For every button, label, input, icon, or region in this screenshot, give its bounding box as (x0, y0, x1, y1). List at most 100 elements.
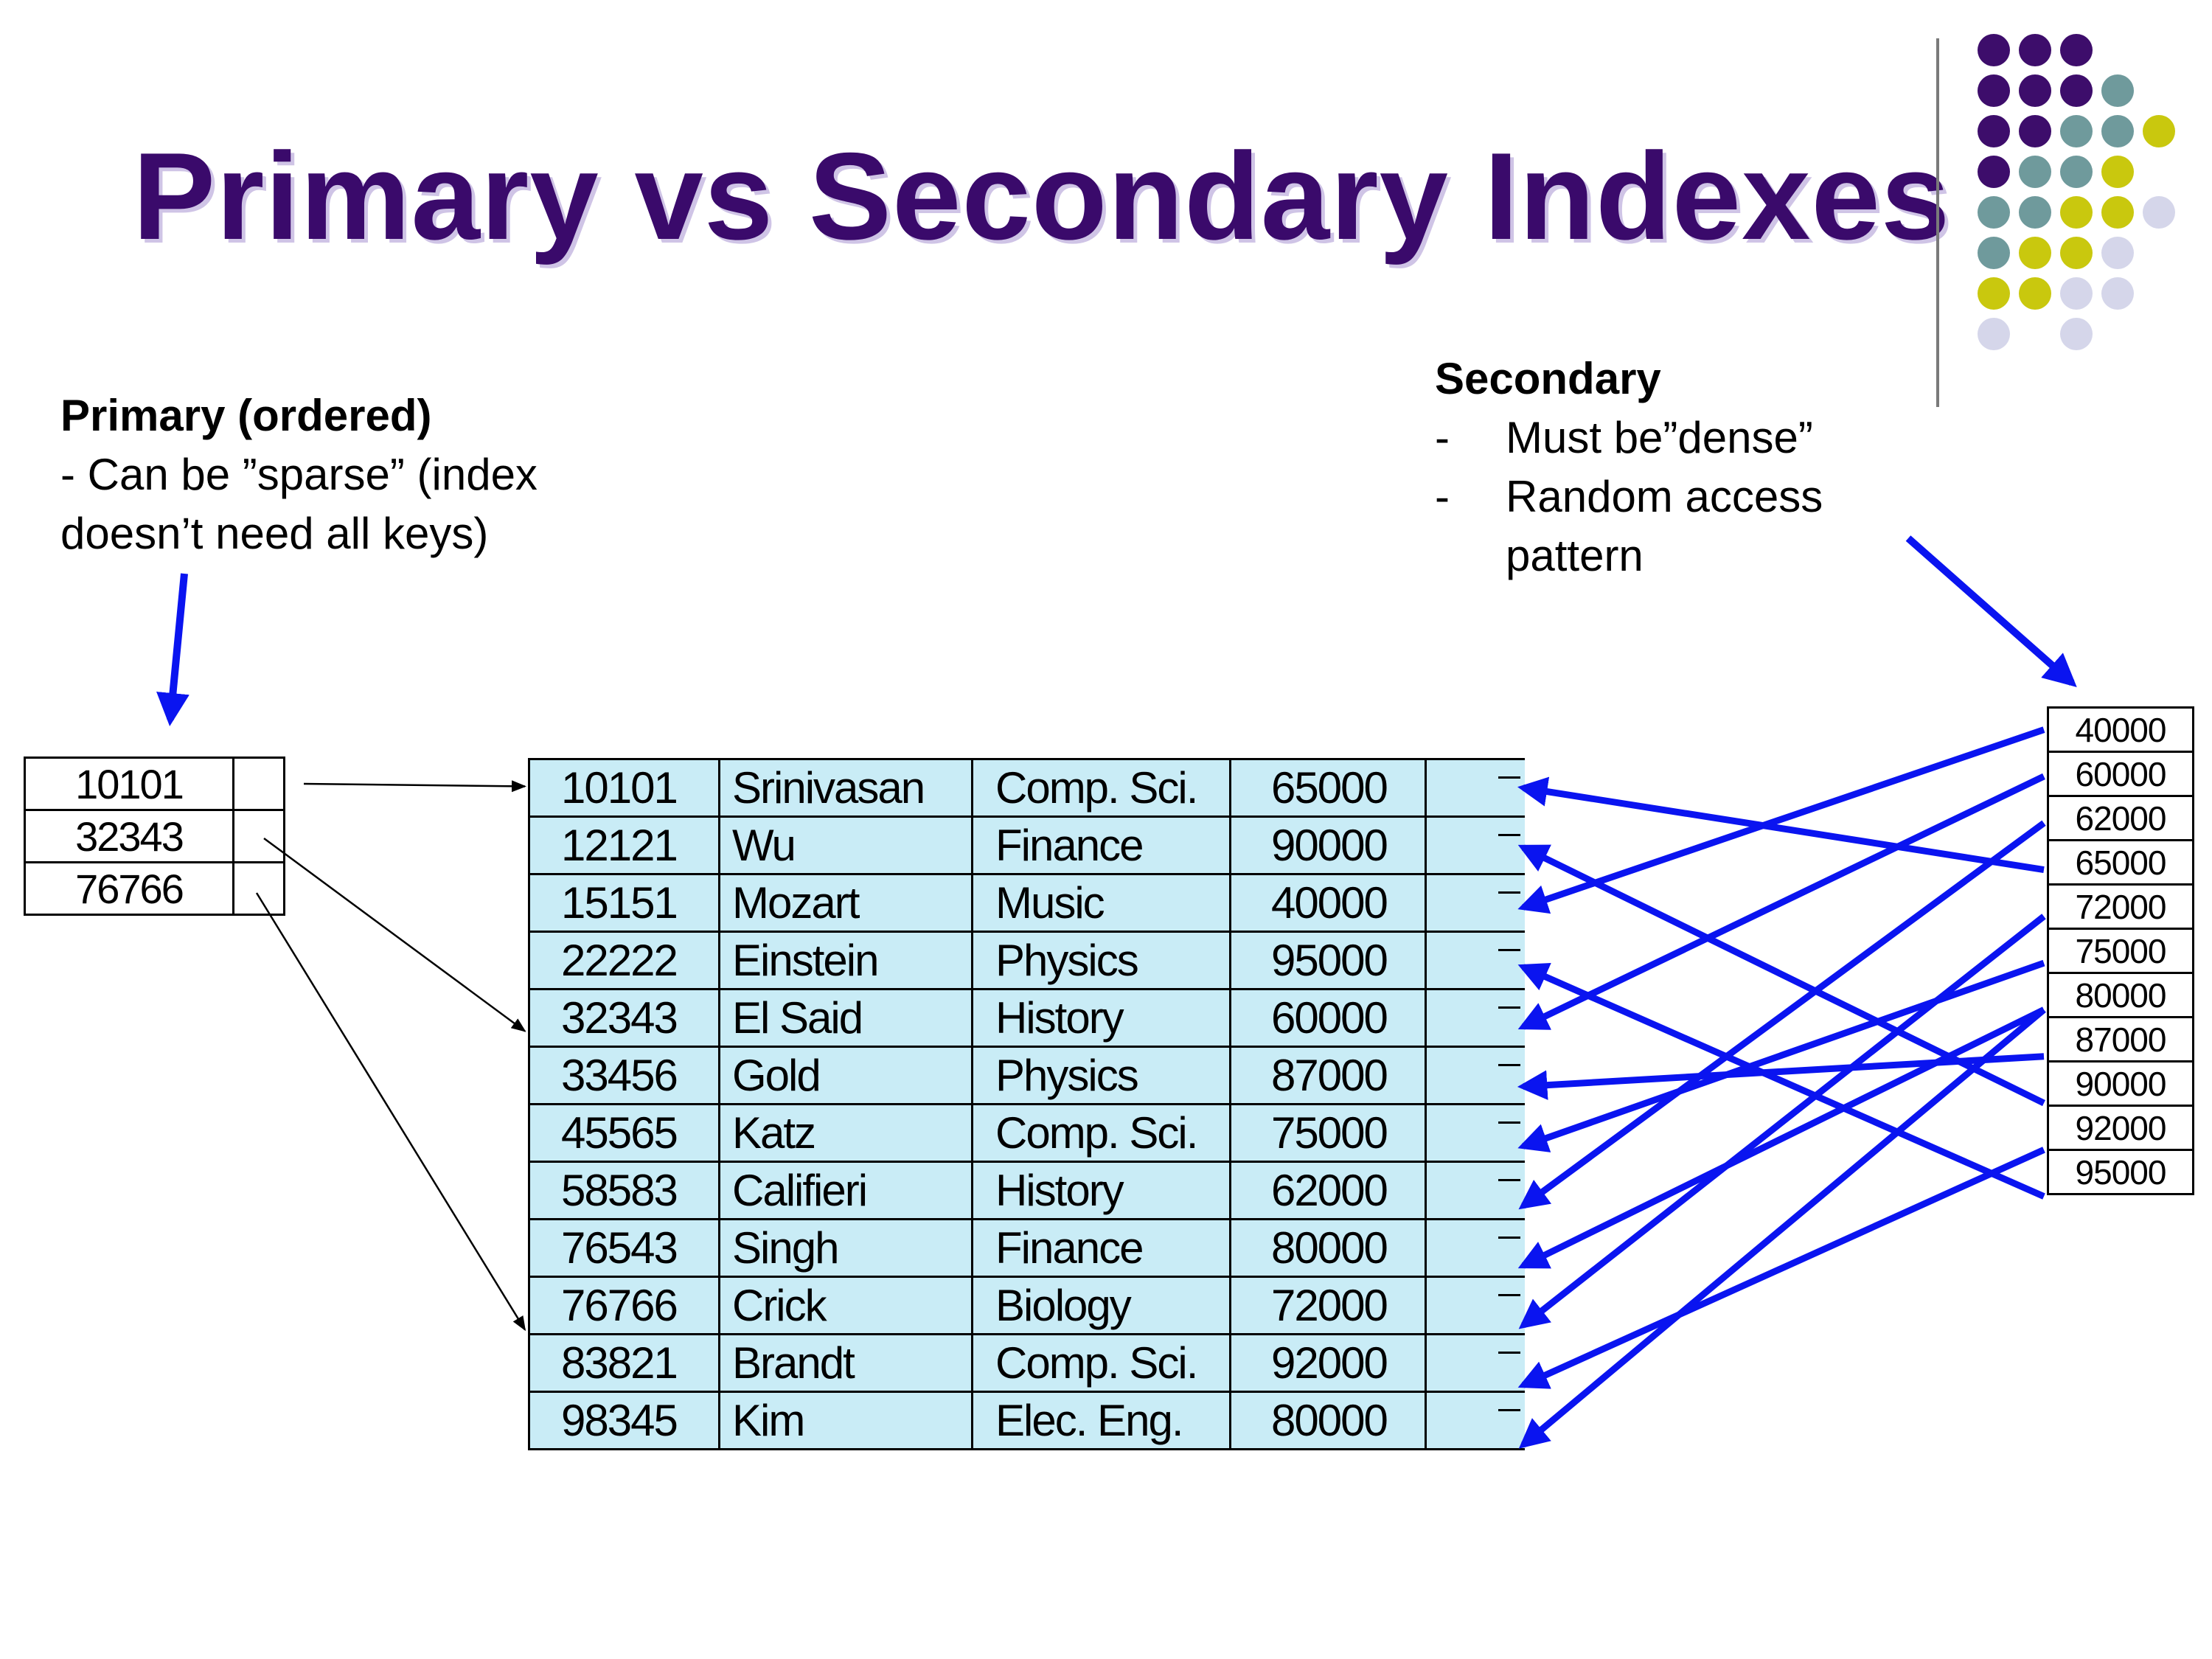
relation-row: 83821 Brandt Comp. Sci. 92000 (528, 1333, 1525, 1393)
record-id: 76543 (528, 1218, 720, 1278)
decorative-divider (1936, 38, 1939, 407)
primary-index-entry: 32343 (24, 809, 285, 863)
index-pointer (232, 861, 285, 916)
record-pointer (1425, 931, 1525, 990)
record-pointer (1425, 758, 1525, 818)
primary-pointer-arrow (303, 780, 526, 793)
index-key: 32343 (24, 809, 234, 863)
record-id: 22222 (528, 931, 720, 990)
record-name: Singh (718, 1218, 973, 1278)
pointer-mark (1498, 1409, 1520, 1411)
decorative-dot (2060, 74, 2093, 107)
decorative-dot (1978, 196, 2010, 229)
decorative-dot (2060, 196, 2093, 229)
decorative-dot (1978, 34, 2010, 66)
decorative-dot (2060, 277, 2093, 310)
secondary-index-table: 40000 60000 62000 65000 72000 75000 80000 87000… (2047, 706, 2194, 1195)
decorative-dot (2060, 34, 2093, 66)
secondary-index-entry: 40000 (2047, 706, 2194, 753)
record-id: 83821 (528, 1333, 720, 1393)
index-key: 90000 (2047, 1060, 2194, 1107)
decorative-dot (2019, 237, 2051, 269)
record-name: Srinivasan (718, 758, 973, 818)
secondary-pointer-arrow (1518, 820, 2046, 1210)
decorative-dot (2019, 196, 2051, 229)
secondary-note-item: - Must be”dense” (1435, 408, 1823, 467)
record-id: 12121 (528, 815, 720, 875)
primary-note-heading: Primary (ordered) (60, 391, 432, 440)
record-salary: 87000 (1229, 1046, 1427, 1105)
pointer-mark (1498, 1294, 1520, 1296)
index-key: 60000 (2047, 751, 2194, 797)
callout-arrow (1905, 535, 2077, 687)
relation-row: 45565 Katz Comp. Sci. 75000 (528, 1103, 1525, 1163)
record-name: El Said (718, 988, 973, 1048)
pointer-mark (1498, 1121, 1520, 1124)
relation-table: 10101 Srinivasan Comp. Sci. 65000 12121 Wu Fin… (528, 758, 1525, 1450)
record-dept: Physics (971, 931, 1231, 990)
secondary-index-entry: 75000 (2047, 928, 2194, 974)
primary-pointer-arrow (263, 837, 526, 1032)
record-pointer (1425, 1046, 1525, 1105)
secondary-pointer-arrow (1518, 914, 2046, 1329)
record-pointer (1425, 1276, 1525, 1335)
relation-row: 76766 Crick Biology 72000 (528, 1276, 1525, 1335)
record-pointer (1425, 1103, 1525, 1163)
relation-row: 22222 Einstein Physics 95000 (528, 931, 1525, 990)
record-dept: Elec. Eng. (971, 1391, 1231, 1450)
secondary-index-entry: 80000 (2047, 972, 2194, 1018)
record-id: 15151 (528, 873, 720, 933)
pointer-mark (1498, 1179, 1520, 1181)
record-name: Einstein (718, 931, 973, 990)
index-pointer (232, 757, 285, 811)
relation-row: 10101 Srinivasan Comp. Sci. 65000 (528, 758, 1525, 818)
primary-index-table: 10101 32343 76766 (24, 757, 285, 916)
index-key: 76766 (24, 861, 234, 916)
secondary-note-heading: Secondary (1435, 354, 1661, 403)
pointer-mark (1498, 776, 1520, 779)
bullet-text: Must be”dense” (1506, 413, 1813, 462)
decorative-dot (1978, 277, 2010, 310)
primary-note-line: doesn’t need all keys) (60, 509, 489, 558)
record-name: Crick (718, 1276, 973, 1335)
decorative-dot (2101, 277, 2134, 310)
record-pointer (1425, 1218, 1525, 1278)
index-key: 40000 (2047, 706, 2194, 753)
primary-index-entry: 10101 (24, 757, 285, 811)
record-salary: 80000 (1229, 1218, 1427, 1278)
secondary-index-entry: 90000 (2047, 1060, 2194, 1107)
secondary-index-entry: 62000 (2047, 795, 2194, 841)
primary-note: Primary (ordered) - Can be ”sparse” (ind… (60, 386, 538, 563)
secondary-note-item: pattern (1435, 526, 1823, 585)
primary-pointer-arrow (255, 892, 526, 1332)
relation-row: 76543 Singh Finance 80000 (528, 1218, 1525, 1278)
record-id: 98345 (528, 1391, 720, 1450)
secondary-note: Secondary - Must be”dense” - Random acce… (1435, 349, 1823, 585)
secondary-note-item: - Random access (1435, 467, 1823, 526)
secondary-index-entry: 92000 (2047, 1105, 2194, 1151)
record-pointer (1425, 815, 1525, 875)
relation-row: 58583 Califieri History 62000 (528, 1161, 1525, 1220)
record-pointer (1425, 1391, 1525, 1450)
record-salary: 80000 (1229, 1391, 1427, 1450)
decorative-dot (1978, 237, 2010, 269)
index-key: 72000 (2047, 883, 2194, 930)
record-salary: 65000 (1229, 758, 1427, 818)
record-id: 32343 (528, 988, 720, 1048)
decorative-dot (1978, 74, 2010, 107)
record-pointer (1425, 873, 1525, 933)
pointer-mark (1498, 891, 1520, 894)
index-key: 62000 (2047, 795, 2194, 841)
record-dept: Comp. Sci. (971, 1103, 1231, 1163)
pointer-mark (1498, 834, 1520, 836)
secondary-pointer-arrow (1517, 726, 2045, 914)
index-key: 92000 (2047, 1105, 2194, 1151)
pointer-mark (1498, 949, 1520, 951)
record-name: Califieri (718, 1161, 973, 1220)
secondary-pointer-arrow (1517, 844, 2045, 1107)
secondary-index-entry: 87000 (2047, 1016, 2194, 1062)
decorative-dot (1978, 318, 2010, 350)
slide-title: Primary vs Secondary Indexes (133, 127, 1951, 265)
record-name: Kim (718, 1391, 973, 1450)
